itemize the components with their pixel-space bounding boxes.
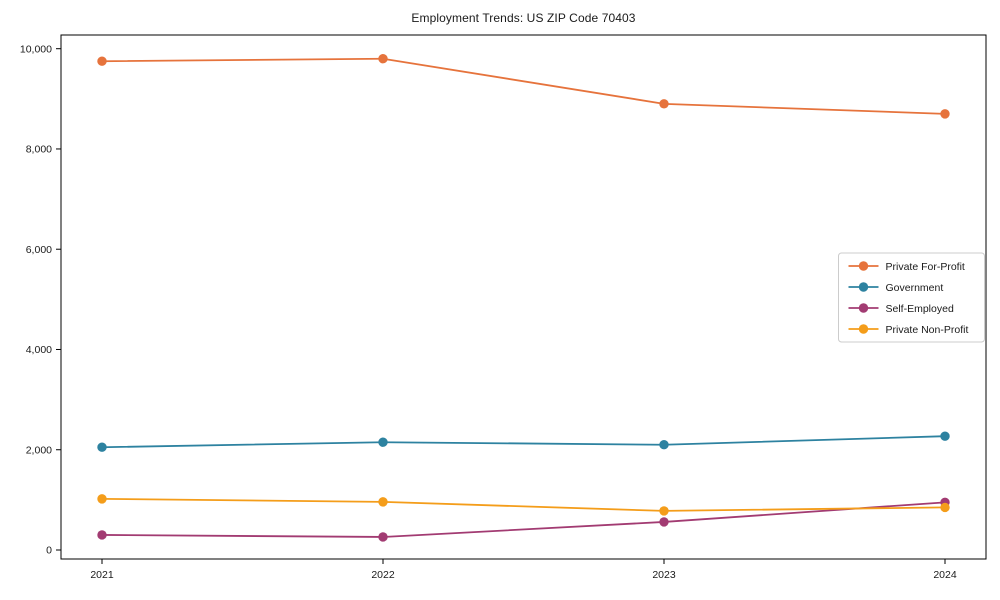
series-line-private-non-profit	[101, 497, 946, 512]
chart-title: Employment Trends: US ZIP Code 70403	[411, 11, 636, 25]
data-point-marker	[940, 431, 950, 441]
legend-box	[838, 252, 985, 343]
x-axis-tick-label: 2024	[933, 569, 957, 581]
legend-item-label: Private For-Profit	[886, 261, 965, 273]
x-axis-tick-label: 2021	[90, 569, 114, 581]
data-point-marker	[97, 494, 107, 504]
y-axis-tick-label: 2,000	[26, 444, 52, 456]
data-point-marker	[97, 56, 107, 66]
x-axis-tick-label: 2023	[652, 569, 676, 581]
y-axis-tick-label: 8,000	[26, 144, 52, 156]
data-point-marker	[659, 517, 669, 527]
series-line-private-for-profit	[101, 57, 946, 115]
x-axis-tick-label: 2022	[371, 569, 395, 581]
data-point-marker	[940, 109, 950, 119]
data-point-marker	[378, 497, 388, 507]
data-point-marker	[659, 506, 669, 516]
y-axis-tick-label: 10,000	[20, 43, 52, 55]
plot-border	[60, 34, 987, 560]
legend-item-label: Government	[886, 282, 944, 294]
data-point-marker	[659, 99, 669, 109]
data-point-marker	[97, 530, 107, 540]
y-axis-tick-label: 0	[46, 545, 52, 557]
legend-marker-icon	[858, 261, 869, 271]
series-line-government	[101, 435, 946, 449]
legend-marker-icon	[858, 324, 869, 334]
data-point-marker	[378, 437, 388, 447]
legend-item-label: Self-Employed	[886, 303, 954, 315]
data-point-marker	[659, 440, 669, 450]
legend-item-label: Private Non-Profit	[886, 324, 969, 336]
data-point-marker	[378, 532, 388, 542]
legend-marker-icon	[858, 282, 869, 292]
y-axis-tick-label: 6,000	[26, 244, 52, 256]
data-point-marker	[940, 502, 950, 513]
series-line-self-employed	[101, 501, 946, 538]
data-point-marker	[378, 54, 388, 64]
y-axis-tick-label: 4,000	[26, 344, 52, 356]
legend-marker-icon	[858, 303, 869, 313]
data-point-marker	[97, 442, 107, 452]
